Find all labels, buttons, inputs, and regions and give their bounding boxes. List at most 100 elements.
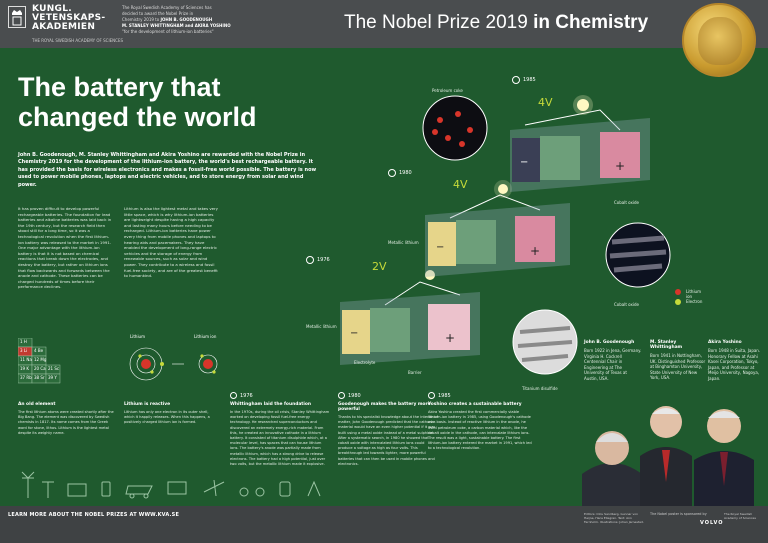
svg-text:+: + xyxy=(445,331,455,345)
element-symbol: Sr xyxy=(40,375,45,380)
timeline-heading: Lithium is reactive xyxy=(124,402,171,407)
lead-paragraph: John B. Goodenough, M. Stanley Whittingh… xyxy=(18,152,317,188)
award-statement: The Royal Swedish Academy of Sciences ha… xyxy=(122,5,242,35)
academy-footer-name: The Royal Swedish Academy of Sciences xyxy=(724,512,756,520)
circuit-wire xyxy=(449,194,541,219)
drone-icon xyxy=(307,480,321,497)
cobalt-oxide-label: Cobalt oxide xyxy=(614,302,639,307)
barrier-label: Barrier xyxy=(408,370,422,375)
cobalt-oxide-label: Cobalt oxide xyxy=(614,200,639,205)
anode-block xyxy=(512,138,540,182)
element-number: 38 xyxy=(34,375,40,380)
award-line: The Royal Swedish Academy of Sciences ha… xyxy=(122,5,212,10)
element-cell: 39 Y xyxy=(48,375,57,380)
timeline-heading: Whittingham laid the foundation xyxy=(230,402,312,407)
laureate-name-highlight: JOHN B. GOODENOUGH xyxy=(160,17,213,22)
element-number: 19 xyxy=(20,366,26,371)
wind-turbine-icon xyxy=(42,481,54,498)
element-symbol: K xyxy=(26,366,29,371)
solar-panel-icon xyxy=(67,483,87,497)
timeline-heading: Yoshino creates a sustainable battery xyxy=(428,402,522,407)
portrait-goodenough xyxy=(582,431,642,508)
year-tag-1980: 1980 xyxy=(388,169,412,177)
clock-icon xyxy=(388,169,396,177)
bicycle-icon xyxy=(239,487,249,497)
element-symbol: H xyxy=(23,339,27,344)
year-tag-1985: 1985 xyxy=(512,76,536,84)
element-number: 11 xyxy=(20,357,26,362)
lithium-ions xyxy=(432,111,473,147)
petroleum-coke-magnifier xyxy=(422,95,488,161)
element-number: 3 xyxy=(20,348,23,353)
timeline-year: 1985 xyxy=(428,392,451,399)
light-glow xyxy=(573,95,593,115)
laureate-name-highlight: M. STANLEY WHITTINGHAM and AKIRA YOSHINO xyxy=(122,23,231,28)
element-number: 4 xyxy=(34,348,37,353)
element-cell: 3 Li xyxy=(20,348,27,353)
element-cell: 19 K xyxy=(20,366,29,371)
usage-icons xyxy=(18,468,418,502)
element-cell: 38 Sr xyxy=(34,375,45,380)
laureate-info: Born 1922 in Jena, Germany. Virginia H. … xyxy=(584,348,642,381)
timeline-item: 1985 Yoshino creates a sustainable batte… xyxy=(428,392,532,452)
timeline-year: 1976 xyxy=(230,392,253,399)
award-line: decided to award the Nobel Prize in xyxy=(122,11,194,16)
nobel-profile-icon xyxy=(698,17,742,65)
element-cell: 12 Mg xyxy=(34,357,46,362)
org-name: KUNGL. VETENSKAPS- AKADEMIEN xyxy=(32,5,105,32)
clock-icon xyxy=(512,76,520,84)
electron xyxy=(212,370,216,374)
element-cell: 21 Sc xyxy=(48,366,59,371)
svg-text:+: + xyxy=(530,244,540,258)
timeline-text: Lithium has only one electron in its out… xyxy=(124,410,210,425)
clock-icon xyxy=(230,392,237,399)
award-line-part: Chemistry 2019 to xyxy=(122,17,160,22)
year-label: 1976 xyxy=(317,257,330,263)
element-cell: 11 Na xyxy=(20,357,32,362)
org-name-line: AKADEMIEN xyxy=(32,22,96,32)
element-cell: 1 H xyxy=(20,339,27,344)
body-column-1: It has proven difficult to develop power… xyxy=(18,206,112,290)
svg-text:+: + xyxy=(615,159,625,173)
light-bulb-icon xyxy=(498,184,508,194)
battery-diagram: − + − + − + xyxy=(300,70,702,400)
clock-icon xyxy=(338,392,345,399)
sponsor-note: The Nobel poster is sponsored by xyxy=(650,512,707,516)
voltage-label: 4V xyxy=(453,178,468,191)
volvo-logo: VOLVO xyxy=(700,520,724,526)
usage-icons-strip xyxy=(21,471,321,499)
element-cell: 37 Rb xyxy=(20,375,32,380)
electron-shell xyxy=(136,354,156,374)
laureate-name: Akira Yoshino xyxy=(708,340,742,345)
element-number: 39 xyxy=(48,375,54,380)
airplane-icon xyxy=(203,479,225,497)
element-symbol: Mg xyxy=(40,357,47,362)
metallic-lithium-label: Metallic lithium xyxy=(388,240,419,245)
laureate-info: Born 1948 in Suita, Japan. Honorary Fell… xyxy=(708,348,761,381)
year-label: 1976 xyxy=(240,392,253,399)
prize-title-light: The Nobel Prize 2019 xyxy=(344,12,528,33)
legend-electron-swatch xyxy=(675,299,681,305)
electrolyte-block xyxy=(540,136,580,180)
cobalt-oxide-layers xyxy=(609,235,667,273)
element-number: 37 xyxy=(20,375,26,380)
light-bulb-icon xyxy=(577,99,589,111)
periodic-table-excerpt: 1 H 3 Li 4 Be 11 Na 12 Mg 19 K 20 Ca 21 … xyxy=(17,337,108,388)
org-name-line: KUNGL. xyxy=(32,4,72,14)
battery-1985: − + xyxy=(510,118,650,192)
voltage-label: 2V xyxy=(372,260,387,273)
voltage-label: 4V xyxy=(538,96,553,109)
battery-illustration: − + − + − + xyxy=(340,95,681,375)
learn-more-link[interactable]: LEARN MORE ABOUT THE NOBEL PRIZES AT WWW… xyxy=(8,512,180,518)
electron xyxy=(150,370,154,374)
body-column-2: Lithium is also the lightest metal and t… xyxy=(124,206,218,279)
title-line: The battery that xyxy=(18,72,221,102)
year-label: 1980 xyxy=(399,170,412,176)
svg-text:−: − xyxy=(436,242,444,253)
element-symbol: Rb xyxy=(26,375,32,380)
laureate-yoshino: Akira Yoshino Born 1948 in Suita, Japan.… xyxy=(708,340,766,382)
element-symbol: Y xyxy=(54,375,57,380)
history-timeline: An old element The first lithium atoms w… xyxy=(18,392,532,482)
laureate-name: John B. Goodenough xyxy=(584,340,635,345)
timeline-text: The first lithium atoms were created sho… xyxy=(18,410,114,435)
